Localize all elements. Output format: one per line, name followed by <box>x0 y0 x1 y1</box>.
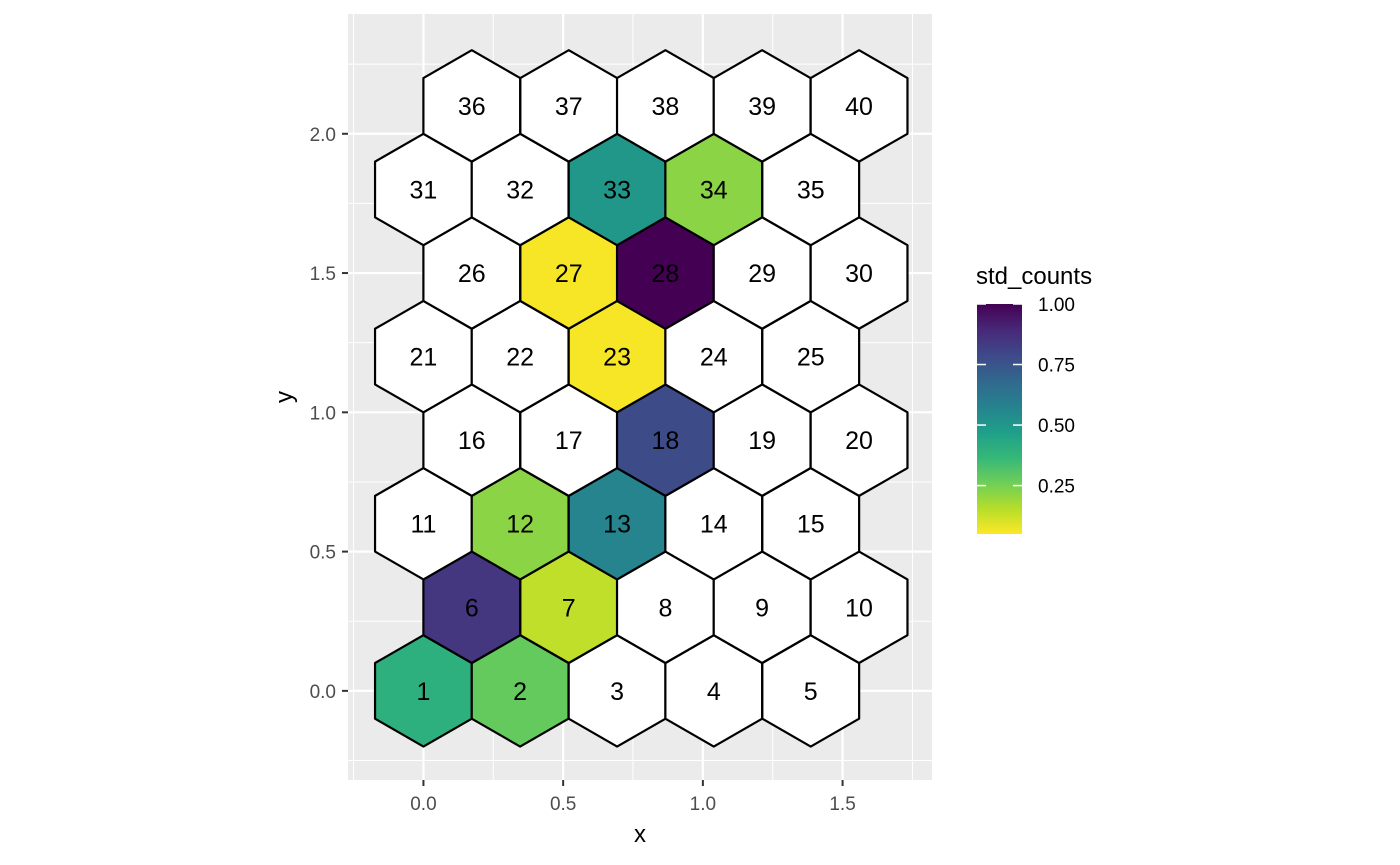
hex-label: 40 <box>845 93 873 121</box>
hex-label: 20 <box>845 427 873 455</box>
hex-label: 34 <box>700 176 728 204</box>
hex-label: 27 <box>555 260 583 288</box>
hex-label: 19 <box>748 427 776 455</box>
hex-label: 2 <box>513 678 527 706</box>
hex-label: 3 <box>610 678 624 706</box>
hex-label: 31 <box>410 176 438 204</box>
hex-label: 35 <box>797 176 825 204</box>
hex-cell-40: 40 <box>809 49 909 163</box>
hex-label: 9 <box>755 594 769 622</box>
hex-cell-34: 34 <box>664 132 764 247</box>
axes: 0.0 0.5 1.0 1.5 0.0 0.5 1.0 1.5 2.0 <box>310 125 856 815</box>
hex-cell-32: 32 <box>470 132 570 247</box>
hex-label: 5 <box>804 678 818 706</box>
hex-label: 1 <box>416 678 430 706</box>
y-tick-label: 2.0 <box>310 125 336 146</box>
hex-label: 10 <box>845 594 873 622</box>
hex-label: 7 <box>562 594 576 622</box>
hex-cell-1: 1 <box>373 634 473 748</box>
hex-label: 17 <box>555 427 583 455</box>
hex-cell-19: 19 <box>712 383 812 497</box>
legend-title: std_counts <box>976 263 1092 290</box>
hex-label: 11 <box>410 511 436 539</box>
legend-ticks: 1.00 0.75 0.50 0.25 <box>977 295 1075 498</box>
y-tick-label: 0.0 <box>310 682 336 703</box>
legend-tick-label: 0.75 <box>1038 356 1075 377</box>
hex-cell-29: 29 <box>712 216 812 330</box>
hex-label: 33 <box>603 176 631 204</box>
hex-label: 21 <box>410 344 438 372</box>
y-tick-label: 1.5 <box>310 264 336 285</box>
hex-label: 30 <box>845 260 873 288</box>
y-tick-label: 1.0 <box>310 403 336 424</box>
hex-label: 38 <box>652 93 680 121</box>
hex-label: 25 <box>797 344 825 372</box>
hex-label: 29 <box>748 260 776 288</box>
x-tick-label: 0.5 <box>550 794 576 815</box>
hex-cell-13: 13 <box>567 466 667 581</box>
hex-label: 18 <box>652 427 680 455</box>
hex-cell-33: 33 <box>567 132 667 247</box>
hex-cell-37: 37 <box>519 49 619 163</box>
hex-cell-8: 8 <box>615 550 715 665</box>
hex-label: 37 <box>555 93 583 121</box>
hex-label: 39 <box>748 93 776 121</box>
hex-label: 36 <box>458 93 486 121</box>
hex-label: 26 <box>458 260 486 288</box>
hex-cell-23: 23 <box>567 299 667 414</box>
hex-cell-30: 30 <box>809 216 909 330</box>
legend-colorbar <box>977 304 1022 534</box>
x-axis-title: x <box>634 821 646 848</box>
hex-cell-36: 36 <box>422 49 522 163</box>
hex-cell-12: 12 <box>470 466 570 581</box>
hex-cell-20: 20 <box>809 383 909 497</box>
hex-label: 13 <box>603 511 631 539</box>
hex-label: 32 <box>506 176 534 204</box>
hex-label: 16 <box>458 427 486 455</box>
x-tick-label: 1.0 <box>690 794 716 815</box>
hex-label: 28 <box>652 260 680 288</box>
hex-label: 8 <box>658 594 672 622</box>
legend-tick-label: 0.50 <box>1038 416 1075 437</box>
hex-label: 15 <box>797 511 825 539</box>
hex-label: 22 <box>506 344 534 372</box>
x-tick-label: 1.5 <box>829 794 855 815</box>
legend-tick-label: 1.00 <box>1038 295 1075 316</box>
y-tick-label: 0.5 <box>310 543 336 564</box>
hex-label: 6 <box>465 594 479 622</box>
hex-label: 4 <box>707 678 721 706</box>
hex-label: 12 <box>506 511 534 539</box>
hex-label: 23 <box>603 344 631 372</box>
hex-label: 14 <box>700 511 728 539</box>
hex-label: 24 <box>700 344 728 372</box>
legend-tick-label: 0.25 <box>1038 477 1075 498</box>
hex-cell-31: 31 <box>373 132 473 247</box>
y-axis-title: y <box>271 391 298 403</box>
x-tick-label: 0.0 <box>410 794 436 815</box>
hex-cell-18: 18 <box>615 383 715 497</box>
hex-shape <box>809 49 909 163</box>
color-legend: std_counts 1.00 0.75 0.50 0.25 <box>976 263 1092 534</box>
